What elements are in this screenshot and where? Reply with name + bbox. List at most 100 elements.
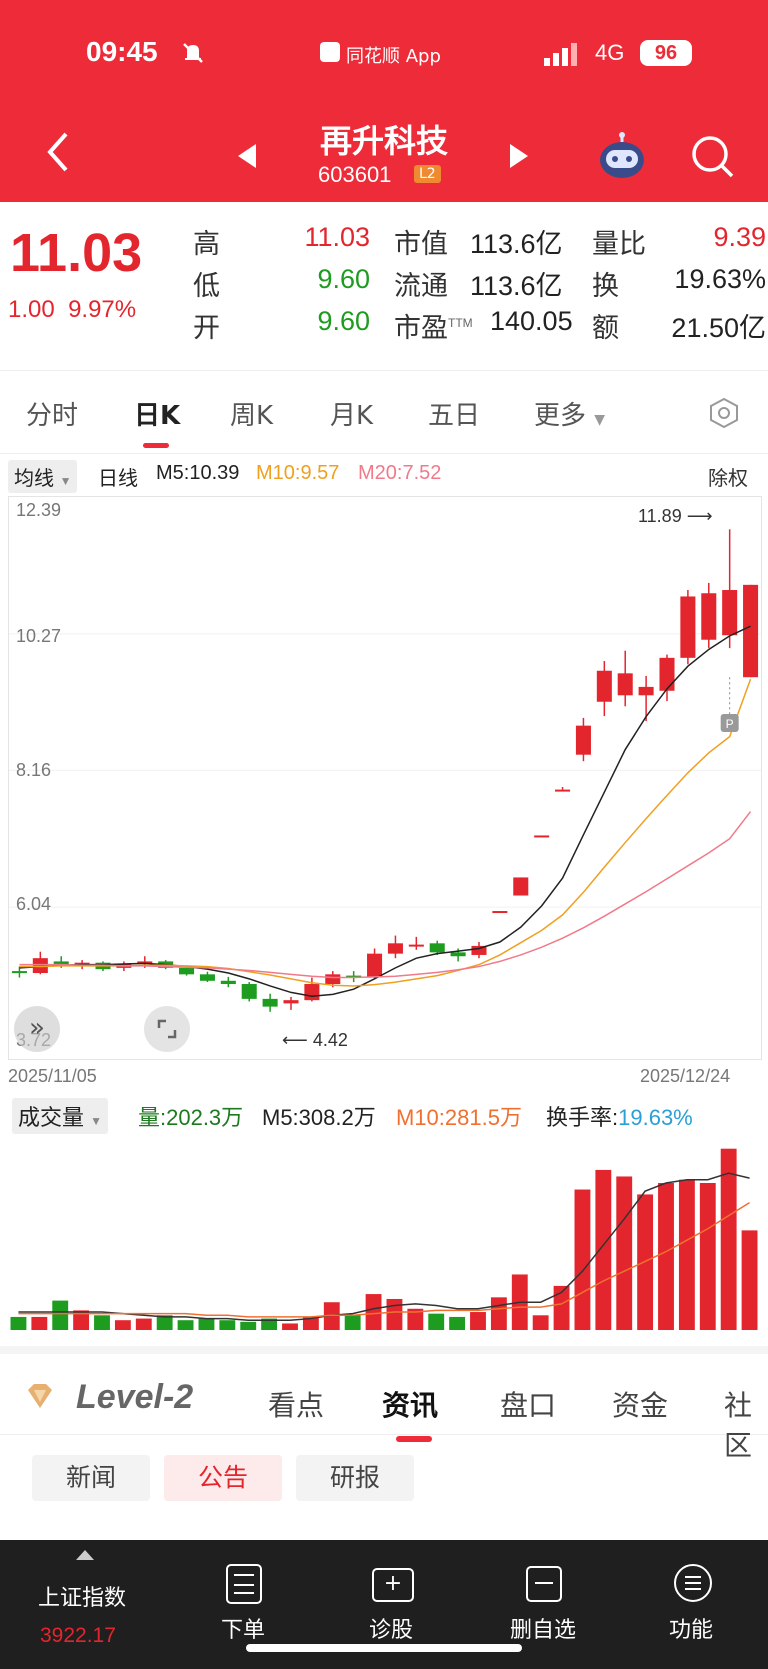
candle-body <box>492 911 508 914</box>
volume-bar <box>156 1315 173 1330</box>
last-price: 11.03 <box>10 223 143 283</box>
fullscreen-icon[interactable] <box>144 1006 190 1052</box>
chevron-down-icon: ▼ <box>59 474 72 488</box>
candle-body <box>346 975 362 978</box>
tab-weekly-k[interactable]: 周K <box>230 401 274 431</box>
volume-bar <box>135 1318 152 1330</box>
volume-bar <box>10 1316 27 1330</box>
network-label: 4G <box>595 40 625 65</box>
nav-functions[interactable]: 功能 <box>668 1618 713 1643</box>
volume-bar <box>198 1318 215 1330</box>
volume-bar <box>73 1310 90 1330</box>
remove-watchlist-icon <box>526 1566 562 1602</box>
next-stock-icon[interactable] <box>510 144 528 168</box>
tab-order-book[interactable]: 盘口 <box>500 1389 557 1422</box>
candle-body <box>241 984 257 999</box>
candle-body <box>283 1000 299 1004</box>
volume-bar <box>52 1300 69 1330</box>
candle-body <box>325 974 341 985</box>
subtab-news[interactable]: 新闻 <box>32 1455 150 1501</box>
l2-badge: L2 <box>414 165 441 183</box>
x-end-date: 2025/12/24 <box>640 1066 731 1086</box>
index-value: 3922.17 <box>40 1624 116 1647</box>
volume-bar <box>240 1321 257 1330</box>
volume-bar <box>344 1315 361 1330</box>
tab-highlights[interactable]: 看点 <box>268 1389 325 1422</box>
volume-svg <box>10 1148 758 1330</box>
ma10-label: M10:9.57 <box>256 462 340 484</box>
tab-five-day[interactable]: 五日 <box>428 401 481 431</box>
ma5-label: M5:10.39 <box>156 462 240 484</box>
y-tick-2: 8.16 <box>16 760 52 780</box>
chevron-down-icon: ▼ <box>594 412 606 428</box>
expand-left-icon[interactable]: » <box>14 1006 60 1052</box>
settings-hex-icon[interactable] <box>708 397 740 429</box>
indicator-select[interactable]: 均线 ▼ <box>8 460 78 493</box>
tab-more[interactable]: 更多 ▼ <box>534 395 605 432</box>
subtab-research[interactable]: 研报 <box>296 1455 414 1501</box>
candle-body <box>638 686 654 696</box>
max-price-label: 11.89 ⟶ <box>638 506 713 527</box>
candle-body <box>743 584 759 678</box>
level2-brand[interactable]: Level-2 <box>76 1378 194 1416</box>
volume-bar <box>407 1308 424 1330</box>
adjust-toggle[interactable]: 除权 <box>708 468 748 490</box>
candle-body <box>11 971 27 974</box>
subtab-announcements[interactable]: 公告 <box>164 1455 282 1501</box>
candle-body <box>471 945 487 955</box>
tab-intraday[interactable]: 分时 <box>26 401 79 431</box>
tab-news-info[interactable]: 资讯 <box>382 1389 439 1422</box>
volume-select[interactable]: 成交量 ▼ <box>12 1098 109 1134</box>
nav-remove-watchlist[interactable]: 删自选 <box>509 1618 576 1643</box>
tab-daily-k[interactable]: 日K <box>134 401 181 431</box>
app-logo-icon <box>320 42 340 62</box>
turnover-rate-value: 19.63% <box>618 1105 693 1130</box>
candle-body <box>367 953 383 978</box>
volume-bar <box>261 1318 278 1330</box>
indicator-select-label: 均线 <box>14 468 54 490</box>
volume-chart[interactable] <box>8 1134 760 1334</box>
nav-diagnose[interactable]: 诊股 <box>368 1618 413 1643</box>
prev-stock-icon[interactable] <box>238 144 256 168</box>
mcap-value: 113.6亿 <box>470 229 563 259</box>
mute-bell-icon <box>183 43 203 63</box>
volume-bar <box>595 1169 612 1330</box>
candle-body <box>534 835 550 838</box>
volume-bar <box>470 1312 486 1330</box>
candle-body <box>408 944 424 947</box>
kline-chart[interactable]: P <box>8 496 762 1060</box>
tab-funds[interactable]: 资金 <box>612 1389 669 1422</box>
robot-assistant-icon[interactable] <box>596 130 648 182</box>
volume-bar <box>553 1285 570 1330</box>
nav-order[interactable]: 下单 <box>220 1618 265 1643</box>
expand-up-icon[interactable] <box>76 1550 94 1560</box>
open-value: 9.60 <box>317 306 370 336</box>
arrow-left-icon: ⟵ <box>282 1030 308 1050</box>
volume-ma5: M5:308.2万 <box>262 1105 376 1130</box>
candle-body <box>659 657 675 691</box>
p-marker-text: P <box>726 717 734 731</box>
volume-bar <box>428 1313 445 1330</box>
back-arrow-icon[interactable] <box>44 130 74 174</box>
search-icon[interactable] <box>690 134 734 178</box>
change-value: 1.00 <box>8 296 55 323</box>
kline-svg: P <box>9 529 761 1012</box>
stock-name: 再升科技 <box>319 122 448 160</box>
x-start-date: 2025/11/05 <box>8 1066 97 1086</box>
tab-monthly-k[interactable]: 月K <box>330 401 374 431</box>
volume-ma10: M10:281.5万 <box>396 1105 522 1130</box>
index-name[interactable]: 上证指数 <box>38 1586 127 1611</box>
candle-body <box>450 952 466 957</box>
ma20-label: M20:7.52 <box>358 462 442 484</box>
volume-bar <box>302 1316 319 1330</box>
volume-ma10-line <box>18 1201 750 1318</box>
change-percent: 9.97% <box>68 296 137 323</box>
volume-indicator-row: 成交量 ▼ 量:202.3万 M5:308.2万 M10:281.5万 换手率:… <box>0 1094 768 1134</box>
ma-indicator-row: 均线 ▼ 日线 M5:10.39 M10:9.57 M20:7.52 除权 <box>0 456 768 496</box>
open-label: 开 <box>193 313 220 343</box>
tab-community[interactable]: 社区 <box>724 1389 753 1462</box>
arrow-right-icon: ⟶ <box>686 506 713 526</box>
candle-body <box>387 943 403 954</box>
y-tick-0: 12.39 <box>16 500 62 520</box>
turnover-label: 换 <box>592 271 619 301</box>
